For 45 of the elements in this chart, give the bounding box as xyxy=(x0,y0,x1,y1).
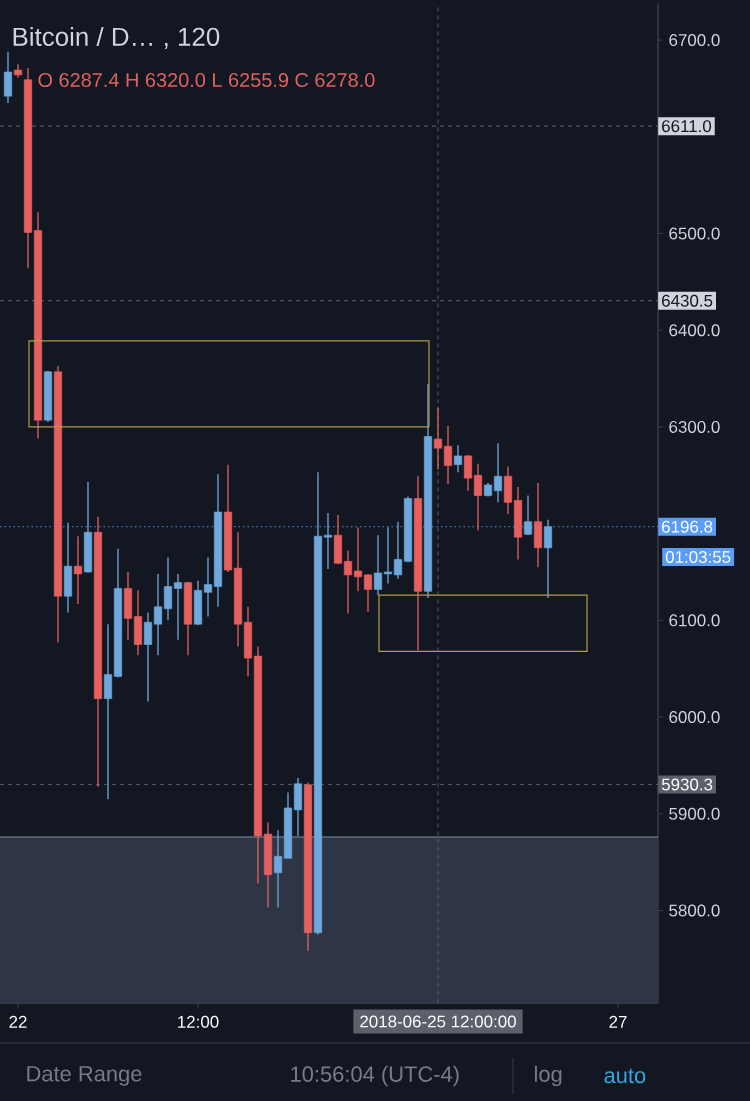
candlestick xyxy=(453,444,463,474)
candlestick xyxy=(153,573,163,656)
y-tick-label: 6400.0 xyxy=(669,324,720,337)
text: 10:56:04 (UTC-4) xyxy=(291,1065,459,1087)
candlestick xyxy=(443,425,453,485)
candlestick xyxy=(363,573,373,613)
candlestick xyxy=(203,556,213,618)
candlestick xyxy=(143,611,153,703)
candlestick xyxy=(343,550,353,615)
candlestick xyxy=(473,463,483,532)
x-tick-label: 12:00 xyxy=(178,1015,219,1028)
text: O 6287.4 H 6320.0 L 6255.9 C 6278.0 xyxy=(38,72,375,88)
y-tick-label: 5900.0 xyxy=(669,807,720,820)
candlestick xyxy=(523,494,533,536)
y-tick-label: 6300.0 xyxy=(669,420,720,433)
ref-line-label: 2018-06-25 12:00:00 xyxy=(360,1015,516,1028)
text: Bitcoin / D… , 120 xyxy=(13,26,220,50)
y-tick-label: 6500.0 xyxy=(669,227,720,240)
text: 01:03:55 xyxy=(665,551,731,563)
ref-line-label: 6196.8 xyxy=(662,520,713,533)
x-tick-label: 22 xyxy=(9,1015,27,1028)
candlestick xyxy=(173,573,183,641)
ref-line-label: 6611.0 xyxy=(662,120,712,133)
y-tick-label: 6000.0 xyxy=(669,711,720,724)
candlestick xyxy=(163,556,173,621)
text: log xyxy=(535,1065,562,1087)
candlestick xyxy=(73,535,83,605)
candlestick xyxy=(273,829,283,909)
candlestick xyxy=(393,521,403,580)
y-tick-label: 5800.0 xyxy=(669,904,720,917)
candlestick xyxy=(373,534,383,596)
candlestick xyxy=(493,442,503,503)
candlestick xyxy=(433,406,443,471)
x-tick-label: 27 xyxy=(609,1015,627,1028)
candlestick xyxy=(383,526,393,585)
text: Date Range xyxy=(27,1066,142,1086)
candlestick xyxy=(353,526,363,592)
ref-line-label: 6430.5 xyxy=(662,294,713,307)
ref-line-label: 5930.3 xyxy=(661,778,713,791)
candlestick xyxy=(463,454,473,492)
candlestick xyxy=(323,512,333,570)
y-tick-label: 6700.0 xyxy=(669,34,720,47)
y-tick-label: 6100.0 xyxy=(669,614,720,627)
candlestick xyxy=(543,519,553,599)
text: auto xyxy=(604,1068,646,1084)
